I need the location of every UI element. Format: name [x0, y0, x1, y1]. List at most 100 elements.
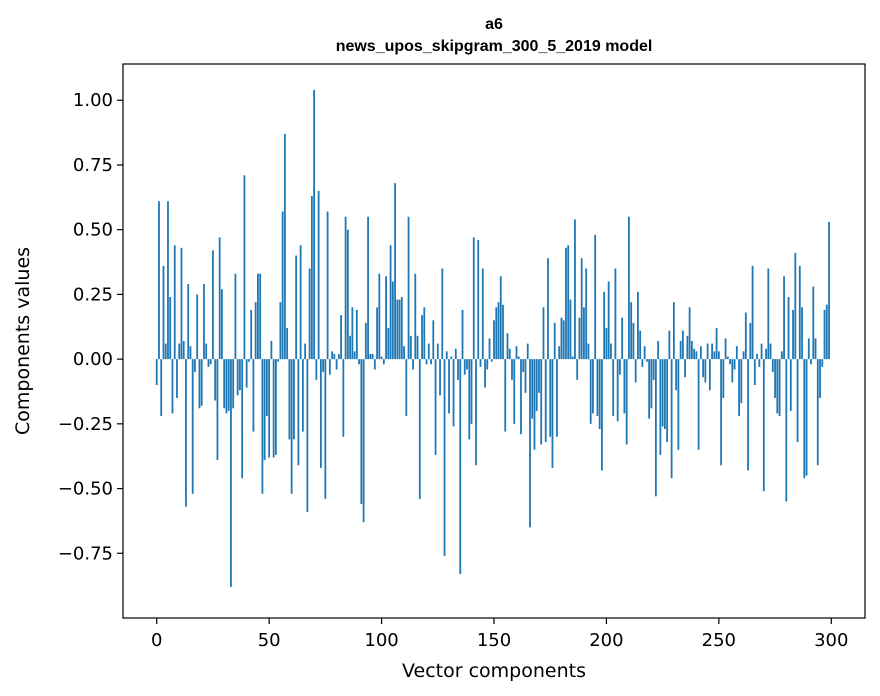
bar	[567, 245, 570, 360]
bar	[454, 348, 457, 360]
bar	[441, 268, 444, 360]
bar	[758, 359, 761, 367]
bar	[828, 221, 830, 360]
bar	[663, 359, 666, 430]
bar	[342, 359, 345, 437]
x-tick-label: 200	[589, 630, 623, 651]
bar	[508, 348, 511, 360]
bar	[443, 359, 446, 556]
bar	[299, 245, 302, 360]
bar	[232, 359, 235, 409]
bar	[529, 359, 531, 528]
y-tick-label: 0.25	[73, 284, 113, 305]
bar	[549, 359, 552, 437]
y-tick-label: −0.50	[58, 479, 113, 500]
bar	[504, 359, 507, 432]
bar	[792, 309, 794, 360]
bar	[207, 359, 210, 367]
bar	[594, 234, 597, 360]
bar	[337, 353, 340, 360]
x-tick-label: 150	[477, 630, 511, 651]
bar	[621, 317, 624, 360]
bar	[322, 359, 325, 373]
bar	[209, 359, 212, 365]
bar	[484, 359, 486, 388]
bar	[241, 359, 244, 479]
bar	[726, 356, 729, 360]
bar	[666, 359, 669, 442]
bar	[652, 359, 655, 380]
bar	[785, 359, 788, 502]
bar	[623, 359, 626, 414]
bar	[245, 359, 248, 388]
bar	[511, 359, 513, 380]
x-tick-label: 0	[151, 630, 162, 651]
bar	[481, 268, 484, 360]
bar	[639, 330, 642, 360]
bar	[286, 328, 289, 360]
bar	[578, 317, 581, 360]
bar	[522, 359, 525, 373]
bar	[169, 296, 172, 360]
x-tick-label: 100	[364, 630, 398, 651]
bar	[583, 307, 585, 360]
bar	[628, 216, 630, 360]
bar	[243, 175, 246, 360]
bar	[423, 307, 426, 360]
bar	[234, 273, 237, 360]
bar	[513, 359, 516, 424]
bar	[353, 351, 356, 360]
bar	[223, 359, 226, 409]
bar	[535, 359, 538, 411]
bar	[657, 341, 660, 360]
bar	[558, 346, 561, 360]
bar	[382, 359, 385, 365]
bar	[589, 359, 592, 424]
bar	[789, 359, 792, 411]
bar	[805, 359, 808, 476]
bar	[360, 359, 363, 505]
bar	[681, 330, 684, 360]
bar	[774, 359, 776, 398]
bar	[268, 359, 271, 458]
bar	[769, 343, 772, 360]
bar	[538, 359, 540, 393]
bar	[731, 359, 734, 383]
bar	[187, 284, 190, 360]
bar	[787, 296, 790, 360]
bar	[740, 359, 743, 404]
bar	[225, 359, 228, 414]
bar	[295, 255, 298, 360]
bar	[261, 359, 264, 494]
bar	[661, 359, 664, 427]
bar	[812, 286, 815, 360]
bar	[477, 240, 480, 360]
bar	[542, 307, 545, 360]
bar	[266, 359, 268, 417]
bar	[753, 359, 756, 386]
bar	[706, 343, 709, 360]
bar	[155, 359, 158, 386]
bar	[702, 359, 705, 378]
bar	[632, 322, 635, 360]
bar	[495, 307, 498, 360]
bar	[257, 273, 259, 360]
y-tick-label: 0.50	[73, 220, 113, 241]
bar	[182, 341, 185, 360]
bar	[659, 359, 662, 455]
bar	[380, 356, 383, 360]
bar	[427, 343, 430, 360]
bar	[778, 359, 781, 417]
bar	[216, 359, 219, 461]
bar	[821, 359, 824, 367]
bar	[333, 353, 336, 360]
bar	[771, 359, 774, 373]
bar	[328, 359, 331, 375]
bar	[198, 359, 201, 409]
bar	[252, 359, 255, 432]
y-tick-label: −0.75	[58, 543, 113, 564]
bar	[715, 328, 718, 360]
bar	[203, 284, 205, 360]
bar	[475, 359, 477, 466]
bar	[414, 273, 417, 360]
